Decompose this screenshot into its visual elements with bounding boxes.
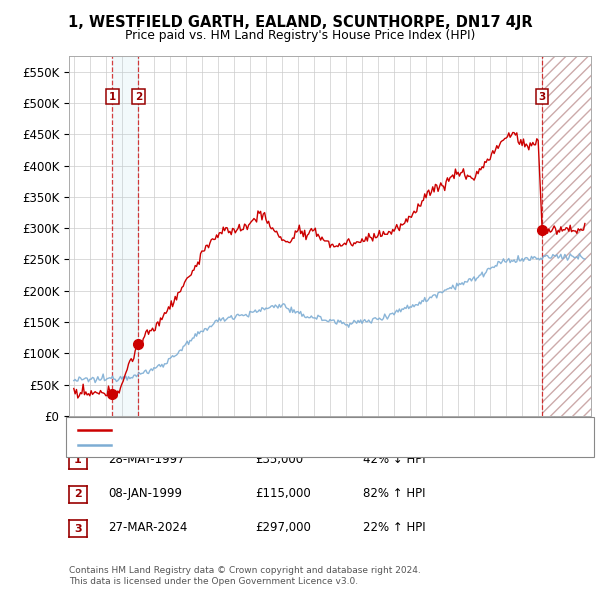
Text: 1: 1	[74, 455, 82, 465]
Text: 22% ↑ HPI: 22% ↑ HPI	[363, 521, 425, 534]
Text: 1, WESTFIELD GARTH, EALAND, SCUNTHORPE, DN17 4JR (detached house): 1, WESTFIELD GARTH, EALAND, SCUNTHORPE, …	[117, 425, 526, 435]
Bar	[112, 56, 139, 416]
Text: HPI: Average price, detached house, North Lincolnshire: HPI: Average price, detached house, Nort…	[117, 440, 419, 450]
Text: 1, WESTFIELD GARTH, EALAND, SCUNTHORPE, DN17 4JR: 1, WESTFIELD GARTH, EALAND, SCUNTHORPE, …	[68, 15, 532, 30]
Text: Price paid vs. HM Land Registry's House Price Index (HPI): Price paid vs. HM Land Registry's House …	[125, 30, 475, 42]
Text: 27-MAR-2024: 27-MAR-2024	[108, 521, 187, 534]
Text: 2: 2	[135, 91, 142, 101]
Text: Contains HM Land Registry data © Crown copyright and database right 2024.: Contains HM Land Registry data © Crown c…	[69, 566, 421, 575]
Text: 3: 3	[539, 91, 546, 101]
Text: £115,000: £115,000	[255, 487, 311, 500]
Text: 1: 1	[109, 91, 116, 101]
Text: £35,000: £35,000	[255, 453, 303, 466]
Text: 42% ↓ HPI: 42% ↓ HPI	[363, 453, 425, 466]
Bar	[542, 56, 591, 416]
Text: 28-MAY-1997: 28-MAY-1997	[108, 453, 185, 466]
Text: This data is licensed under the Open Government Licence v3.0.: This data is licensed under the Open Gov…	[69, 577, 358, 586]
Text: 3: 3	[74, 524, 82, 533]
Text: 08-JAN-1999: 08-JAN-1999	[108, 487, 182, 500]
Text: 2: 2	[74, 490, 82, 499]
Text: £297,000: £297,000	[255, 521, 311, 534]
Text: 82% ↑ HPI: 82% ↑ HPI	[363, 487, 425, 500]
